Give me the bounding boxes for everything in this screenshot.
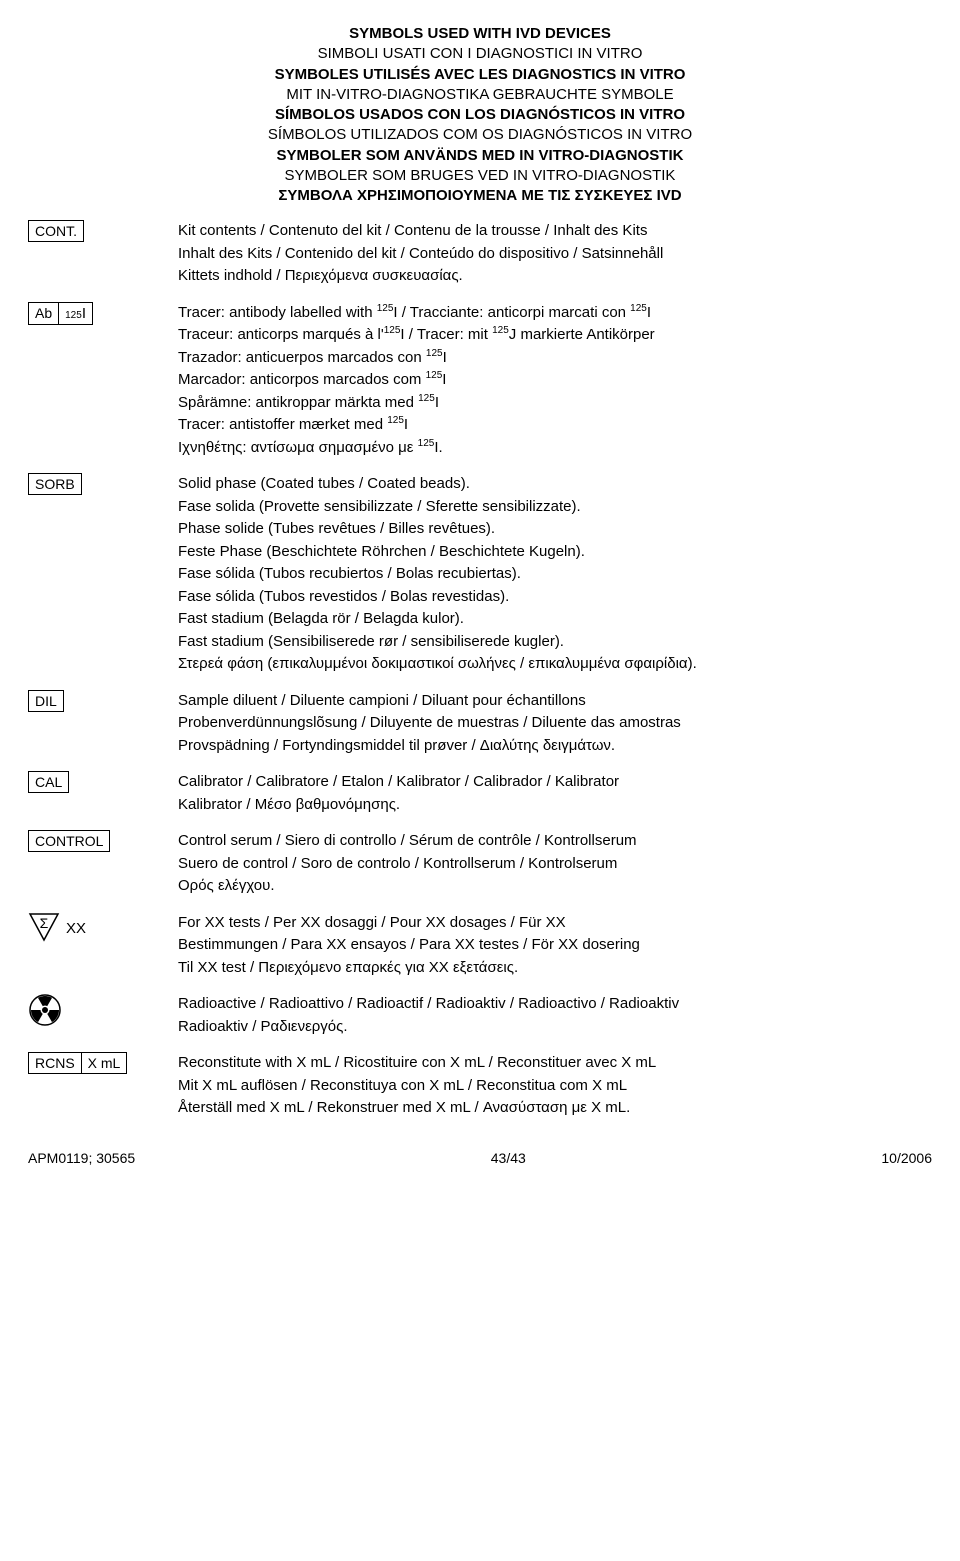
desc-line: Mit X mL auflösen / Reconstituya con X m…	[178, 1075, 932, 1098]
box-label: X mL	[81, 1052, 128, 1074]
desc-line: Probenverdünnungslõsung / Diluyente de m…	[178, 712, 932, 735]
row-cont: CONT. Kit contents / Contenuto del kit /…	[28, 220, 932, 288]
row-radio: Radioactive / Radioattivo / Radioactif /…	[28, 993, 932, 1038]
svg-text:Σ: Σ	[40, 915, 49, 931]
row-dil: DIL Sample diluent / Diluente campioni /…	[28, 690, 932, 758]
row-sigma: Σ XX For XX tests / Per XX dosaggi / Pou…	[28, 912, 932, 980]
row-ab: Ab 125I Tracer: antibody labelled with 1…	[28, 302, 932, 460]
desc-line: Control serum / Siero di controllo / Sér…	[178, 830, 932, 853]
desc-dil: Sample diluent / Diluente campioni / Dil…	[178, 690, 932, 758]
desc-line: Sample diluent / Diluente campioni / Dil…	[178, 690, 932, 713]
desc-line: Tracer: antibody labelled with 125I / Tr…	[178, 302, 932, 325]
footer-center: 43/43	[491, 1150, 526, 1166]
header-line: ΣΥΜΒΟΛΑ ΧΡΗΣΙΜΟΠΟΙΟΥΜΕΝΑ ΜΕ ΤΙΣ ΣΥΣΚΕΥΕΣ…	[28, 186, 932, 206]
symbol-control: CONTROL	[28, 830, 178, 852]
header-line: MIT IN-VITRO-DIAGNOSTIKA GEBRAUCHTE SYMB…	[28, 85, 932, 105]
box-label: 125I	[58, 302, 93, 325]
desc-line: Fast stadium (Sensibiliserede rør / sens…	[178, 631, 932, 654]
box-label: CONT.	[28, 220, 84, 242]
radioactive-icon	[28, 993, 168, 1027]
desc-rcns: Reconstitute with X mL / Ricostituire co…	[178, 1052, 932, 1120]
row-rcns: RCNS X mL Reconstitute with X mL / Ricos…	[28, 1052, 932, 1120]
desc-line: Til XX test / Περιεχόμενο επαρκές για XX…	[178, 957, 932, 980]
box-label: DIL	[28, 690, 64, 712]
desc-line: Phase solide (Tubes revêtues / Billes re…	[178, 518, 932, 541]
symbol-dil: DIL	[28, 690, 178, 712]
desc-line: Fase solida (Provette sensibilizzate / S…	[178, 496, 932, 519]
desc-line: Feste Phase (Beschichtete Röhrchen / Bes…	[178, 541, 932, 564]
box-label: SORB	[28, 473, 82, 495]
desc-line: Calibrator / Calibratore / Etalon / Kali…	[178, 771, 932, 794]
desc-line: Fast stadium (Belagda rör / Belagda kulo…	[178, 608, 932, 631]
desc-radio: Radioactive / Radioattivo / Radioactif /…	[178, 993, 932, 1038]
desc-line: Στερεά φάση (επικαλυμμένοι δοκιμαστικοί …	[178, 653, 932, 676]
header-line: SYMBOLS USED WITH IVD DEVICES	[28, 24, 932, 44]
desc-line: Ορός ελέγχου.	[178, 875, 932, 898]
header-line: SÍMBOLOS UTILIZADOS COM OS DIAGNÓSTICOS …	[28, 125, 932, 145]
desc-line: Kalibrator / Μέσο βαθμονόμησης.	[178, 794, 932, 817]
symbol-ab: Ab 125I	[28, 302, 178, 325]
desc-control: Control serum / Siero di controllo / Sér…	[178, 830, 932, 898]
symbol-sigma: Σ XX	[28, 912, 178, 946]
desc-line: Ιχνηθέτης: αντίσωμα σημασμένο με 125I.	[178, 437, 932, 460]
desc-line: Tracer: antistoffer mærket med 125I	[178, 414, 932, 437]
symbol-sorb: SORB	[28, 473, 178, 495]
header-line: SYMBOLER SOM ANVÄNDS MED IN VITRO-DIAGNO…	[28, 146, 932, 166]
box-label: RCNS	[28, 1052, 81, 1074]
desc-line: Spårämne: antikroppar märkta med 125I	[178, 392, 932, 415]
desc-line: Suero de control / Soro de controlo / Ko…	[178, 853, 932, 876]
desc-line: Bestimmungen / Para XX ensayos / Para XX…	[178, 934, 932, 957]
desc-line: Traceur: anticorps marqués à l'125I / Tr…	[178, 324, 932, 347]
desc-line: Trazador: anticuerpos marcados con 125I	[178, 347, 932, 370]
desc-cal: Calibrator / Calibratore / Etalon / Kali…	[178, 771, 932, 816]
desc-line: For XX tests / Per XX dosaggi / Pour XX …	[178, 912, 932, 935]
desc-line: Återställ med X mL / Rekonstruer med X m…	[178, 1097, 932, 1120]
desc-line: Kit contents / Contenuto del kit / Conte…	[178, 220, 932, 243]
desc-line: Radioaktiv / Ραδιενεργός.	[178, 1016, 932, 1039]
desc-line: Fase sólida (Tubos revestidos / Bolas re…	[178, 586, 932, 609]
desc-line: Solid phase (Coated tubes / Coated beads…	[178, 473, 932, 496]
footer-left: APM0119; 30565	[28, 1150, 135, 1166]
desc-line: Kittets indhold / Περιεχόμενα συσκευασία…	[178, 265, 932, 288]
symbol-radio	[28, 993, 178, 1027]
row-control: CONTROL Control serum / Siero di control…	[28, 830, 932, 898]
desc-ab: Tracer: antibody labelled with 125I / Tr…	[178, 302, 932, 460]
desc-sorb: Solid phase (Coated tubes / Coated beads…	[178, 473, 932, 676]
row-sorb: SORB Solid phase (Coated tubes / Coated …	[28, 473, 932, 676]
box-label: CONTROL	[28, 830, 110, 852]
desc-line: Reconstitute with X mL / Ricostituire co…	[178, 1052, 932, 1075]
desc-line: Provspädning / Fortyndingsmiddel til prø…	[178, 735, 932, 758]
header-block: SYMBOLS USED WITH IVD DEVICES SIMBOLI US…	[28, 24, 932, 206]
desc-cont: Kit contents / Contenuto del kit / Conte…	[178, 220, 932, 288]
header-line: SIMBOLI USATI CON I DIAGNOSTICI IN VITRO	[28, 44, 932, 64]
desc-sigma: For XX tests / Per XX dosaggi / Pour XX …	[178, 912, 932, 980]
symbol-cont: CONT.	[28, 220, 178, 242]
box-label: CAL	[28, 771, 69, 793]
desc-line: Radioactive / Radioattivo / Radioactif /…	[178, 993, 932, 1016]
sigma-triangle-icon: Σ	[28, 912, 60, 946]
sigma-xx-label: XX	[66, 920, 86, 937]
header-line: SÍMBOLOS USADOS CON LOS DIAGNÓSTICOS IN …	[28, 105, 932, 125]
header-line: SYMBOLES UTILISÉS AVEC LES DIAGNOSTICS I…	[28, 65, 932, 85]
box-label: Ab	[28, 302, 58, 325]
header-line: SYMBOLER SOM BRUGES VED IN VITRO-DIAGNOS…	[28, 166, 932, 186]
symbol-cal: CAL	[28, 771, 178, 793]
desc-line: Inhalt des Kits / Contenido del kit / Co…	[178, 243, 932, 266]
row-cal: CAL Calibrator / Calibratore / Etalon / …	[28, 771, 932, 816]
footer-right: 10/2006	[881, 1150, 932, 1166]
footer: APM0119; 30565 43/43 10/2006	[28, 1150, 932, 1166]
desc-line: Fase sólida (Tubos recubiertos / Bolas r…	[178, 563, 932, 586]
symbol-rcns: RCNS X mL	[28, 1052, 178, 1074]
desc-line: Marcador: anticorpos marcados com 125I	[178, 369, 932, 392]
